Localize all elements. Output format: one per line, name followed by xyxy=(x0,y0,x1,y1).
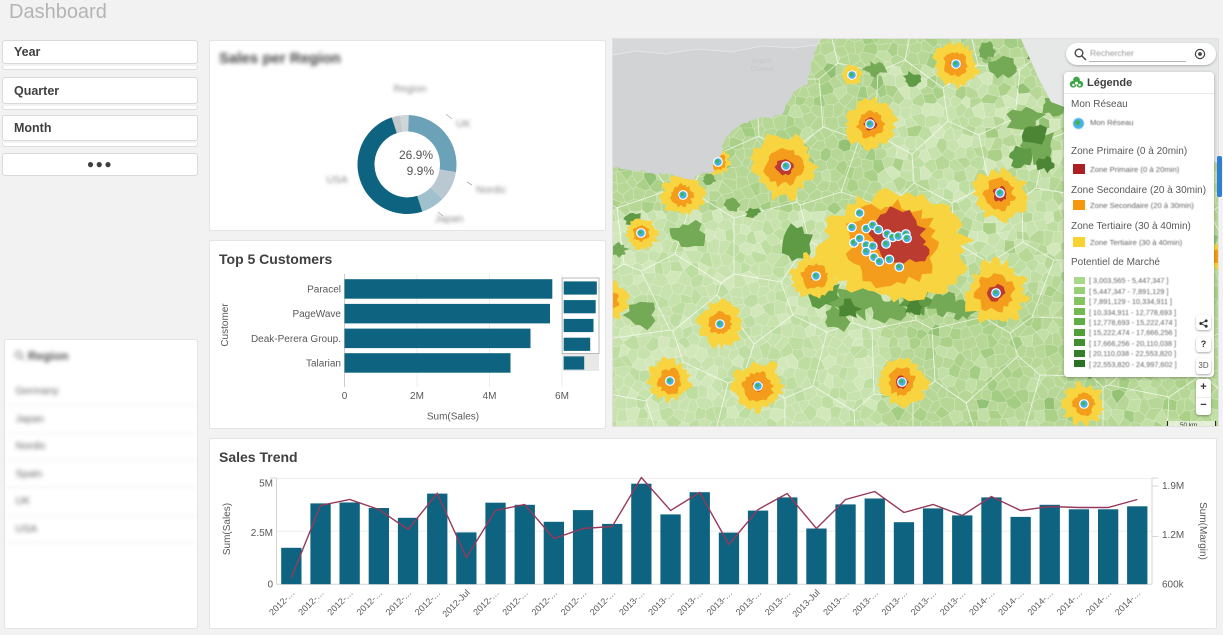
svg-text:2012-…: 2012-… xyxy=(588,587,618,617)
svg-text:2012-…: 2012-… xyxy=(413,587,443,617)
svg-text:5M: 5M xyxy=(259,478,273,489)
svg-text:2012-…: 2012-… xyxy=(559,587,589,617)
svg-text:2013-…: 2013-… xyxy=(617,587,647,617)
svg-text:2014-…: 2014-… xyxy=(996,587,1026,617)
svg-text:2013-…: 2013-… xyxy=(821,587,851,617)
svg-text:6M: 6M xyxy=(555,391,569,402)
svg-text:2013-…: 2013-… xyxy=(675,587,705,617)
svg-text:2012-…: 2012-… xyxy=(296,587,326,617)
svg-text:Customer: Customer xyxy=(220,303,231,347)
svg-text:2013-…: 2013-… xyxy=(938,587,968,617)
svg-text:2014-…: 2014-… xyxy=(967,587,997,617)
svg-text:Nordic: Nordic xyxy=(476,184,506,196)
svg-text:Sum(Sales): Sum(Sales) xyxy=(427,412,479,423)
svg-text:2014-…: 2014-… xyxy=(1055,587,1085,617)
svg-text:9.9%: 9.9% xyxy=(407,164,435,178)
svg-text:2012-…: 2012-… xyxy=(471,587,501,617)
svg-text:4M: 4M xyxy=(483,391,497,402)
svg-text:Paracel: Paracel xyxy=(307,285,341,296)
svg-text:Deak-Perera Group.: Deak-Perera Group. xyxy=(251,334,341,345)
svg-text:2012-…: 2012-… xyxy=(530,587,560,617)
svg-text:2013-…: 2013-… xyxy=(850,587,880,617)
svg-text:26.9%: 26.9% xyxy=(399,148,433,162)
svg-text:2014-…: 2014-… xyxy=(1025,587,1055,617)
svg-text:2014-…: 2014-… xyxy=(1113,587,1143,617)
svg-text:2012-Jul: 2012-Jul xyxy=(440,587,471,618)
svg-text:Region: Region xyxy=(393,83,426,95)
svg-text:2013-…: 2013-… xyxy=(763,587,793,617)
svg-text:2013-…: 2013-… xyxy=(734,587,764,617)
svg-text:2014-…: 2014-… xyxy=(1084,587,1114,617)
svg-text:2013-…: 2013-… xyxy=(909,587,939,617)
svg-text:Talarian: Talarian xyxy=(306,359,341,370)
svg-text:2012-…: 2012-… xyxy=(325,587,355,617)
svg-text:2013-…: 2013-… xyxy=(705,587,735,617)
svg-text:USA: USA xyxy=(326,174,348,186)
svg-text:UK: UK xyxy=(456,118,471,130)
svg-text:Japan: Japan xyxy=(435,213,464,225)
svg-text:0: 0 xyxy=(267,579,273,590)
svg-text:PageWave: PageWave xyxy=(292,309,341,320)
svg-text:0: 0 xyxy=(342,391,348,402)
svg-text:Channel: Channel xyxy=(751,67,773,73)
svg-text:2012-…: 2012-… xyxy=(384,587,414,617)
svg-text:2M: 2M xyxy=(410,391,424,402)
svg-text:2012-…: 2012-… xyxy=(500,587,530,617)
svg-text:2012-…: 2012-… xyxy=(267,587,297,617)
svg-text:1.2M: 1.2M xyxy=(1162,530,1184,541)
svg-text:2013-…: 2013-… xyxy=(646,587,676,617)
svg-text:50 km: 50 km xyxy=(1180,422,1197,427)
svg-text:2012-…: 2012-… xyxy=(355,587,385,617)
svg-text:2013-…: 2013-… xyxy=(880,587,910,617)
svg-text:2.5M: 2.5M xyxy=(251,528,273,539)
svg-text:600k: 600k xyxy=(1162,579,1185,590)
svg-text:Sum(Margin): Sum(Margin) xyxy=(1197,502,1208,560)
svg-text:Sum(Sales): Sum(Sales) xyxy=(222,502,233,554)
svg-text:2013-Jul: 2013-Jul xyxy=(790,587,821,618)
svg-text:English: English xyxy=(752,59,772,65)
svg-text:1.9M: 1.9M xyxy=(1162,481,1184,492)
